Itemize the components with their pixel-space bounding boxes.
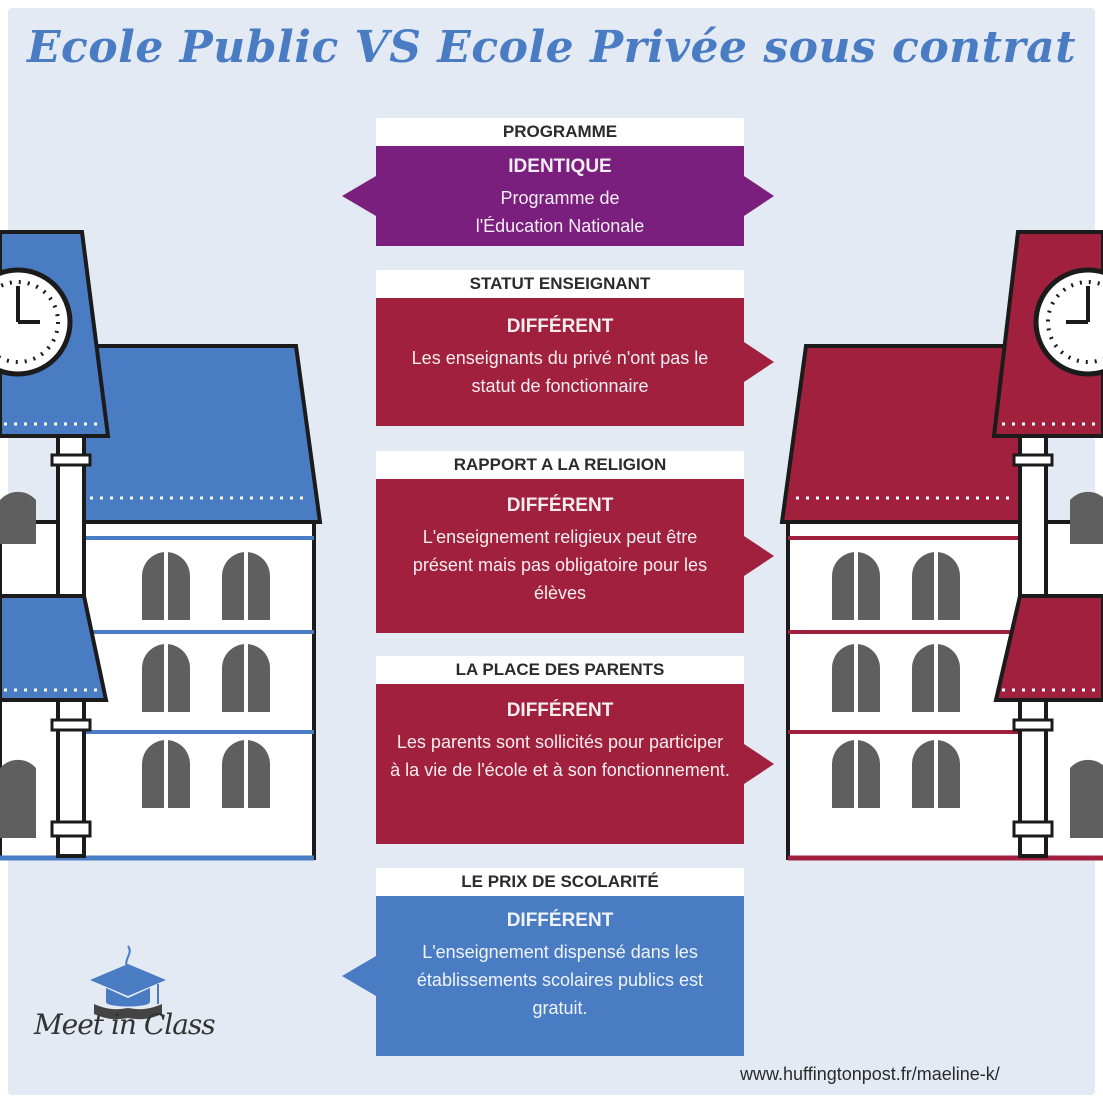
card-verdict: DIFFÉRENT — [506, 316, 614, 337]
card-prix-scolarite: LE PRIX DE SCOLARITÉ DIFFÉRENT L'enseign… — [342, 868, 744, 1056]
arrow-right-icon — [744, 342, 774, 382]
card-header: LE PRIX DE SCOLARITÉ — [376, 868, 744, 896]
card-body: DIFFÉRENT Les enseignants du privé n'ont… — [376, 298, 774, 426]
private-school-building — [779, 230, 1103, 861]
card-header: RAPPORT A LA RELIGION — [376, 451, 744, 479]
page-title: Ecole Public VS Ecole Privée sous contra… — [26, 22, 1077, 73]
card-place-parents: LA PLACE DES PARENTS DIFFÉRENT Les paren… — [376, 656, 774, 844]
card-body: IDENTIQUE Programme de l'Éducation Natio… — [342, 146, 774, 246]
card-body: DIFFÉRENT Les parents sont sollicités po… — [376, 684, 774, 844]
card-description: Les enseignants du privé n'ont pas le st… — [411, 348, 709, 396]
card-verdict: DIFFÉRENT — [506, 910, 614, 931]
source-credit: www.huffingtonpost.fr/maeline-k/ — [740, 1064, 1000, 1084]
arrow-right-icon — [744, 536, 774, 576]
card-description: L'enseignement dispensé dans les établis… — [416, 942, 704, 1018]
card-programme: PROGRAMME IDENTIQUE Programme de l'Éduca… — [342, 118, 774, 246]
card-header: LA PLACE DES PARENTS — [376, 656, 744, 684]
public-school-building — [0, 230, 323, 861]
card-header: STATUT ENSEIGNANT — [376, 270, 744, 298]
card-header: PROGRAMME — [376, 118, 744, 146]
card-verdict: IDENTIQUE — [508, 156, 612, 177]
card-statut-enseignant: STATUT ENSEIGNANT DIFFÉRENT Les enseigna… — [376, 270, 774, 426]
arrow-right-icon — [744, 744, 774, 784]
card-verdict: DIFFÉRENT — [506, 495, 614, 516]
card-description: Les parents sont sollicités pour partici… — [390, 732, 730, 780]
card-rapport-religion: RAPPORT A LA RELIGION DIFFÉRENT L'enseig… — [376, 451, 774, 633]
arrow-right-icon — [744, 176, 774, 216]
card-body: DIFFÉRENT L'enseignement dispensé dans l… — [342, 896, 744, 1056]
card-verdict: DIFFÉRENT — [506, 700, 614, 721]
logo-wordmark: Meet in Class — [34, 1008, 216, 1041]
graduation-cap-icon — [90, 945, 166, 1020]
card-body: DIFFÉRENT L'enseignement religieux peut … — [376, 479, 774, 633]
card-description: Programme de l'Éducation Nationale — [475, 188, 645, 236]
arrow-left-icon — [342, 176, 376, 216]
arrow-left-icon — [342, 956, 376, 996]
card-description: L'enseignement religieux peut être prése… — [412, 527, 708, 603]
